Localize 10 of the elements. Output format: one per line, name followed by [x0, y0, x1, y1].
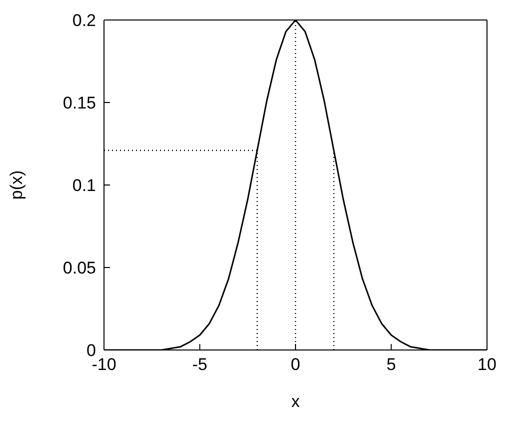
y-tick-label: 0.1 [72, 176, 96, 196]
y-axis-title: p(x) [7, 170, 26, 200]
y-tick-label: 0.05 [62, 258, 96, 278]
x-tick-label: -5 [192, 355, 208, 374]
y-tick-label: 0.2 [72, 11, 96, 30]
x-axis-title: x [291, 392, 300, 411]
y-tick-label: 0.15 [62, 94, 96, 113]
x-tick-label: 5 [386, 355, 396, 374]
x-tick-label: 10 [478, 355, 496, 374]
x-tick-label: 0 [290, 355, 300, 374]
